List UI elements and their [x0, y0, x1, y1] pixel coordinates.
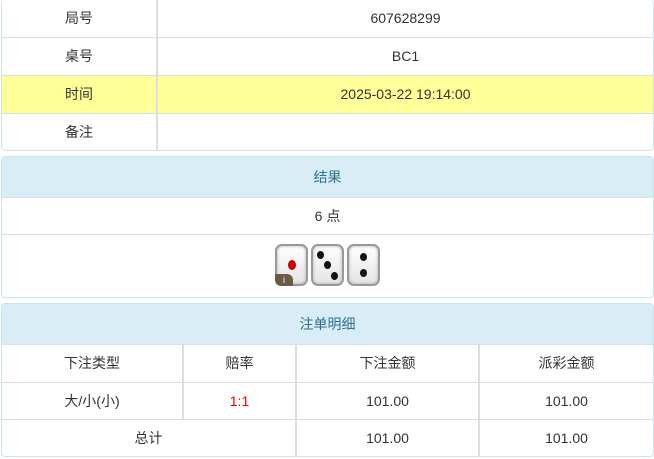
bet-type: 大/小(小) — [2, 381, 183, 419]
total-row: 总计 101.00 101.00 — [2, 418, 653, 456]
row-remark: 备注 — [2, 112, 653, 150]
table-row: 大/小(小) 1:1 101.00 101.00 — [2, 381, 653, 419]
label: 局号 — [65, 10, 93, 27]
pip — [288, 260, 296, 270]
dice-row: i — [2, 235, 653, 286]
col-odds: 赔率 — [182, 345, 296, 382]
die-2 — [347, 244, 380, 286]
col-bet-type: 下注类型 — [64, 355, 120, 372]
total-payout: 101.00 — [478, 418, 653, 456]
bet-details-panel: 注单明细 下注类型 赔率 下注金额 派彩金额 大/小(小) 1:1 101.00… — [1, 303, 654, 457]
row-round-id: 局号 607628299 — [2, 0, 653, 37]
row-table: 桌号 BC1 — [2, 36, 653, 75]
result-title: 结果 — [2, 157, 653, 198]
round-info-panel: 局号 607628299 桌号 BC1 时间 2025-03-22 19:14:00 … — [1, 0, 654, 151]
value: BC1 — [156, 36, 653, 75]
label: 桌号 — [2, 36, 157, 75]
label: 备注 — [2, 112, 157, 150]
info-icon[interactable]: i — [275, 274, 293, 286]
value: 2025-03-22 19:14:00 — [156, 74, 653, 113]
label: 时间 — [2, 74, 157, 113]
payout: 101.00 — [478, 381, 653, 419]
row-time: 时间 2025-03-22 19:14:00 — [2, 74, 653, 113]
col-payout: 派彩金额 — [478, 345, 653, 382]
col-amount: 下注金额 — [295, 345, 479, 382]
result-points: 6 点 — [2, 198, 653, 235]
header-row: 下注类型 赔率 下注金额 派彩金额 — [2, 345, 653, 382]
value: 607628299 — [156, 0, 653, 37]
amount: 101.00 — [295, 381, 479, 419]
total-label: 总计 — [2, 418, 296, 456]
odds: 1:1 — [182, 381, 296, 419]
total-amount: 101.00 — [295, 418, 479, 456]
die-1: i — [275, 244, 308, 286]
die-3 — [311, 244, 344, 286]
value — [156, 112, 653, 150]
result-panel: 结果 6 点 i — [1, 156, 654, 298]
bet-details-title: 注单明细 — [2, 304, 653, 345]
